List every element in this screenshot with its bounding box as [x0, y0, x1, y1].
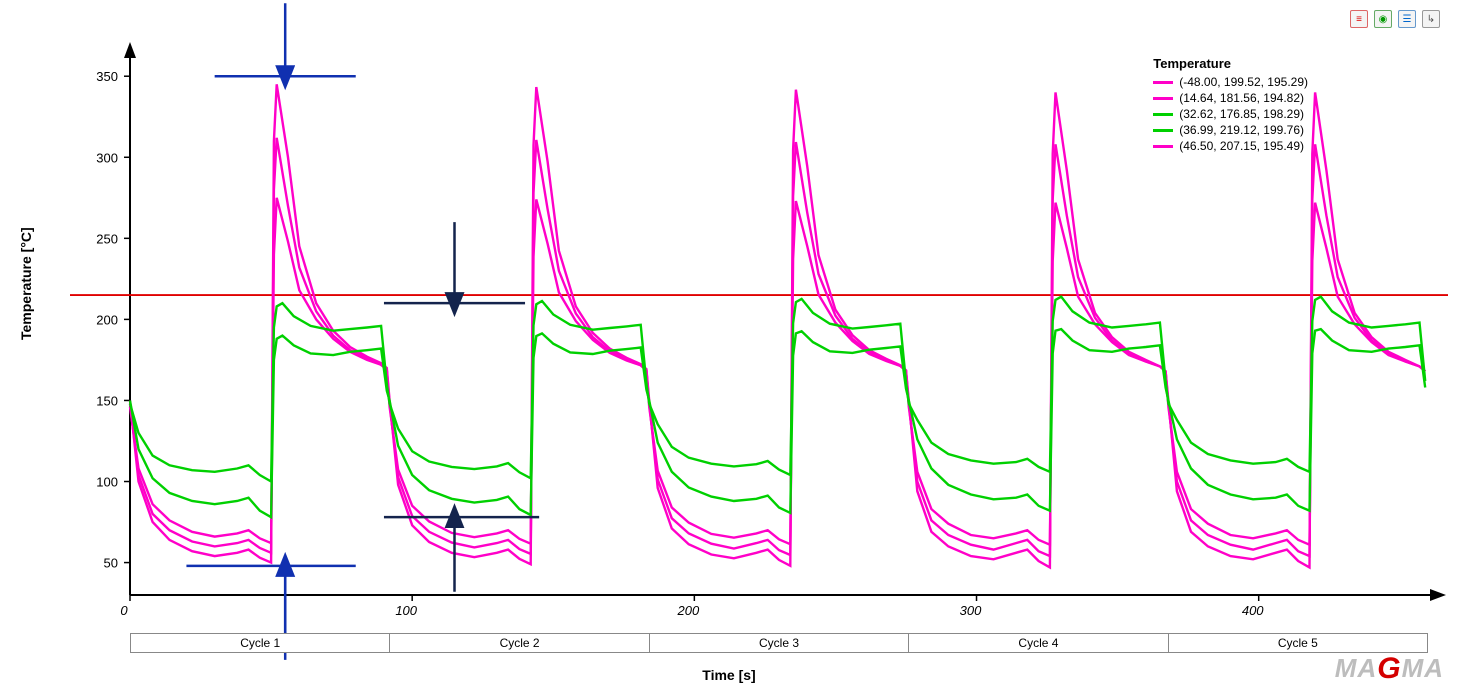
- y-tick-label: 50: [104, 556, 118, 571]
- x-tick-label: 100: [395, 603, 417, 618]
- x-axis-label: Time [s]: [0, 667, 1458, 683]
- legend-item: (-48.00, 199.52, 195.29): [1153, 74, 1308, 90]
- chart-container: ≡ ◉ ☰ ↳ Temperature [°C] Time [s] Temper…: [0, 0, 1458, 691]
- y-tick-label: 250: [96, 231, 118, 246]
- x-tick-label: 400: [1242, 603, 1264, 618]
- cycle-cell: Cycle 4: [909, 633, 1168, 653]
- x-tick-label: 300: [960, 603, 982, 618]
- legend-item: (14.64, 181.56, 194.82): [1153, 90, 1308, 106]
- legend-item: (36.99, 219.12, 199.76): [1153, 122, 1308, 138]
- legend-title: Temperature: [1153, 56, 1308, 72]
- cycle-cell: Cycle 3: [650, 633, 909, 653]
- cycle-cell: Cycle 1: [130, 633, 390, 653]
- legend-swatch: [1153, 145, 1173, 148]
- legend-label: (14.64, 181.56, 194.82): [1179, 90, 1304, 106]
- legend-label: (-48.00, 199.52, 195.29): [1179, 74, 1308, 90]
- series-m3: [130, 198, 1425, 545]
- legend-swatch: [1153, 129, 1173, 132]
- y-axis-label: Temperature [°C]: [18, 227, 34, 340]
- legend-label: (32.62, 176.85, 198.29): [1179, 106, 1304, 122]
- cycle-strip: Cycle 1Cycle 2Cycle 3Cycle 4Cycle 5: [130, 633, 1428, 653]
- legend-label: (36.99, 219.12, 199.76): [1179, 122, 1304, 138]
- cycle-cell: Cycle 5: [1169, 633, 1428, 653]
- legend-label: (46.50, 207.15, 195.49): [1179, 138, 1304, 154]
- legend-item: (32.62, 176.85, 198.29): [1153, 106, 1308, 122]
- y-tick-label: 150: [96, 393, 118, 408]
- globe-icon[interactable]: ◉: [1374, 10, 1392, 28]
- legend-swatch: [1153, 113, 1173, 116]
- x-tick-label: 0: [120, 603, 128, 618]
- y-tick-label: 350: [96, 69, 118, 84]
- x-tick-label: 200: [676, 603, 699, 618]
- legend-swatch: [1153, 97, 1173, 100]
- series-g1: [130, 329, 1425, 517]
- cycle-cell: Cycle 2: [390, 633, 649, 653]
- legend-swatch: [1153, 81, 1173, 84]
- legend-item: (46.50, 207.15, 195.49): [1153, 138, 1308, 154]
- table-icon[interactable]: ☰: [1398, 10, 1416, 28]
- y-tick-label: 300: [96, 150, 118, 165]
- settings-sliders-icon[interactable]: ≡: [1350, 10, 1368, 28]
- y-tick-label: 200: [96, 312, 118, 327]
- legend: Temperature (-48.00, 199.52, 195.29)(14.…: [1153, 56, 1308, 154]
- export-icon[interactable]: ↳: [1422, 10, 1440, 28]
- series-m2: [130, 138, 1425, 556]
- y-tick-label: 100: [96, 475, 118, 490]
- toolbar: ≡ ◉ ☰ ↳: [1350, 10, 1440, 28]
